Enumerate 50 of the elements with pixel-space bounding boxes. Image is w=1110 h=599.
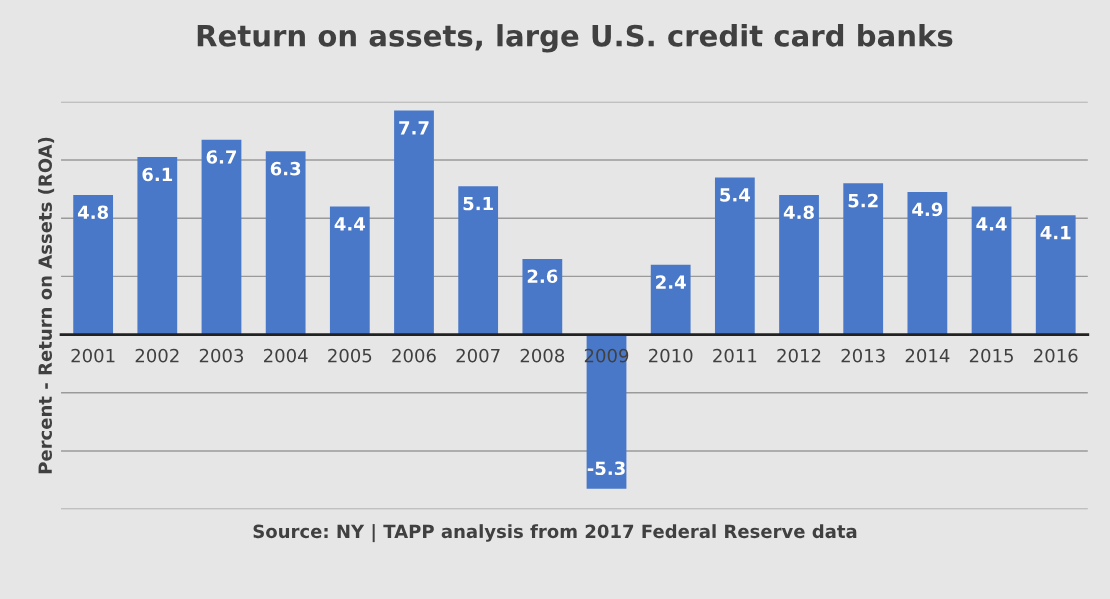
data-label: 2.4	[656, 275, 686, 289]
data-label: 4.4	[976, 217, 1007, 231]
bar	[1035, 215, 1076, 335]
source-note: Source: NY | TAPP analysis from 2017 Federal Reserve data	[253, 524, 857, 543]
bar	[201, 139, 242, 335]
data-label: 4.9	[912, 202, 943, 217]
chart-title: Return on assets, large U.S. credit card banks	[197, 24, 953, 53]
data-label: 5.4	[720, 188, 751, 202]
bar	[265, 151, 306, 335]
x-tick-label: 2007	[456, 348, 500, 363]
bar	[522, 258, 563, 335]
data-label: 4.8	[77, 205, 109, 220]
bar	[137, 157, 178, 335]
data-label: -5.3	[587, 461, 625, 476]
x-tick-label: 2005	[328, 348, 372, 363]
data-label: 5.2	[848, 193, 878, 208]
data-label: 2.6	[527, 269, 558, 284]
x-tick-label: 2010	[649, 348, 693, 363]
bar	[650, 264, 691, 335]
x-tick-label: 2003	[199, 348, 244, 363]
x-tick-label: 2015	[969, 348, 1013, 363]
x-tick-label: 2014	[905, 348, 950, 363]
x-tick-label: 2002	[135, 348, 179, 363]
bar	[73, 194, 114, 335]
bar	[458, 186, 499, 335]
bar	[714, 177, 755, 335]
data-label: 6.1	[142, 167, 173, 182]
x-tick-label: 2001	[71, 348, 115, 363]
data-label: 6.3	[270, 161, 301, 176]
x-tick-label: 2011	[713, 348, 757, 363]
x-tick-label: 2006	[392, 348, 436, 363]
x-tick-label: 2004	[264, 348, 308, 363]
bar	[779, 194, 819, 335]
data-label: 4.4	[334, 217, 365, 231]
data-label: 7.7	[399, 121, 429, 135]
bar	[971, 206, 1012, 335]
bar	[329, 206, 370, 335]
data-label: 4.8	[783, 205, 814, 220]
x-tick-label: 2008	[520, 348, 565, 363]
data-label: 6.7	[206, 150, 237, 164]
x-tick-label: 2016	[1034, 348, 1078, 363]
data-label: 5.1	[463, 196, 493, 211]
data-label: 4.1	[1040, 226, 1071, 240]
x-tick-label: 2013	[841, 348, 885, 363]
x-tick-label: 2012	[777, 348, 821, 363]
bar	[843, 183, 884, 335]
bar	[586, 334, 627, 489]
bar	[907, 192, 948, 335]
bar	[394, 110, 434, 335]
y-axis-title: Percent - Return on Assets (ROA)	[38, 137, 55, 474]
